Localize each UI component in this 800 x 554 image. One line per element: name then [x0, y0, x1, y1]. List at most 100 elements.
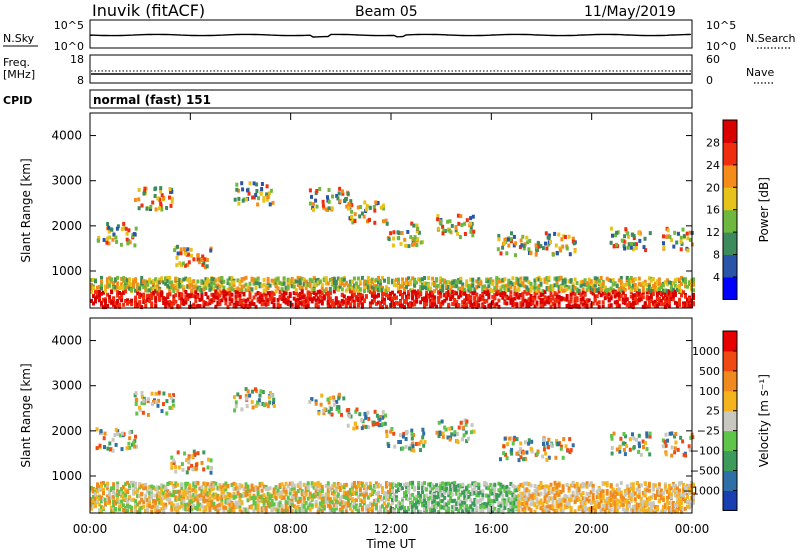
data-cell	[212, 297, 216, 302]
data-cell	[166, 275, 170, 280]
data-cell	[481, 287, 485, 292]
data-cell	[230, 276, 234, 281]
data-cell	[284, 300, 288, 305]
data-cell	[272, 502, 276, 507]
data-cell	[467, 495, 471, 499]
data-cell	[202, 303, 206, 308]
data-cell	[180, 293, 184, 298]
data-cell	[310, 481, 314, 486]
data-cell	[461, 300, 465, 304]
data-cell	[170, 189, 174, 194]
data-cell	[475, 482, 479, 487]
data-cell	[168, 289, 172, 294]
data-cell	[383, 507, 386, 511]
data-cell	[473, 490, 477, 495]
data-cell	[236, 302, 240, 307]
data-cell	[421, 285, 425, 290]
data-cell	[174, 286, 178, 291]
data-cell	[246, 285, 250, 290]
data-cell	[415, 494, 419, 499]
data-cell	[90, 289, 93, 294]
data-cell	[244, 484, 248, 489]
data-cell	[198, 496, 202, 501]
data-cell	[379, 508, 382, 513]
data-cell	[568, 252, 572, 257]
data-cell	[653, 285, 657, 290]
data-cell	[112, 302, 116, 307]
data-cell	[116, 285, 120, 290]
data-cell	[561, 509, 565, 513]
data-cell	[419, 284, 423, 289]
data-cell	[431, 281, 435, 286]
data-cell	[114, 301, 118, 306]
data-cell	[423, 507, 427, 512]
data-cell	[271, 200, 275, 205]
data-cell	[154, 186, 158, 191]
data-cell	[643, 282, 647, 287]
data-cell	[266, 298, 270, 303]
data-cell	[667, 304, 671, 309]
data-cell	[330, 491, 334, 496]
data-cell	[268, 486, 272, 491]
data-cell	[670, 238, 674, 243]
data-cell	[409, 481, 413, 486]
data-cell	[503, 488, 507, 493]
data-cell	[619, 285, 623, 290]
data-cell	[407, 483, 411, 488]
data-cell	[344, 493, 348, 498]
data-cell	[120, 499, 124, 504]
data-cell	[110, 509, 114, 514]
data-cell	[597, 290, 601, 295]
data-cell	[372, 290, 376, 295]
data-cell	[332, 503, 336, 508]
data-cell	[154, 508, 158, 513]
data-cell	[126, 281, 130, 285]
data-cell	[370, 508, 374, 513]
data-cell	[579, 280, 583, 285]
data-cell	[585, 281, 589, 285]
data-cell	[98, 502, 101, 507]
data-cell	[509, 294, 513, 299]
data-cell	[314, 304, 318, 309]
data-cell	[116, 298, 120, 303]
data-cell	[366, 495, 370, 500]
data-cell	[383, 495, 386, 500]
data-cell	[537, 486, 541, 491]
data-cell	[547, 504, 551, 509]
data-cell	[445, 502, 449, 507]
data-cell	[362, 499, 366, 503]
data-cell	[607, 508, 611, 513]
data-cell	[124, 490, 128, 495]
data-cell	[158, 288, 162, 293]
data-cell	[274, 495, 278, 500]
data-cell	[653, 281, 657, 286]
data-cell	[294, 290, 298, 295]
data-cell	[533, 289, 537, 293]
data-cell	[617, 297, 621, 302]
data-cell	[158, 280, 162, 285]
data-cell	[368, 278, 372, 283]
data-cell	[372, 286, 376, 291]
data-cell	[595, 489, 599, 494]
data-cell	[216, 291, 220, 296]
data-cell	[272, 292, 276, 296]
data-cell	[284, 508, 288, 513]
data-cell	[290, 481, 294, 486]
data-cell	[256, 486, 260, 491]
data-cell	[421, 296, 425, 301]
data-cell	[385, 508, 388, 513]
data-cell	[356, 288, 360, 293]
data-cell	[397, 503, 400, 508]
data-cell	[302, 302, 306, 307]
data-cell	[156, 489, 160, 494]
data-cell	[679, 247, 683, 252]
data-cell	[334, 506, 338, 511]
data-cell	[374, 287, 378, 292]
data-cell	[112, 500, 116, 504]
data-cell	[237, 188, 241, 193]
data-cell	[383, 278, 386, 283]
data-cell	[613, 243, 617, 248]
data-cell	[666, 228, 670, 233]
data-cell	[205, 264, 209, 269]
data-cell	[557, 497, 561, 502]
